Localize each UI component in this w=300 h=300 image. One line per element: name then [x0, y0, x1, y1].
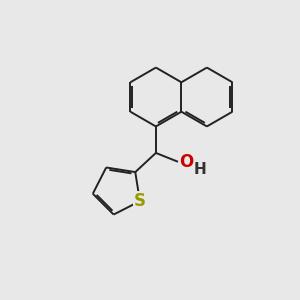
- Text: H: H: [193, 162, 206, 177]
- Text: O: O: [179, 153, 194, 171]
- Text: S: S: [134, 192, 146, 210]
